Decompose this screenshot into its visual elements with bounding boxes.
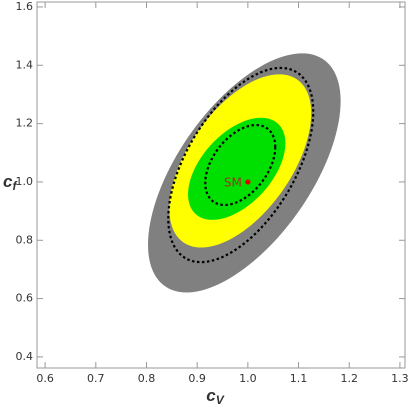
contour-line	[167, 66, 315, 264]
plot-area: SM	[148, 53, 341, 293]
y-tick-label: 1.0	[16, 175, 34, 188]
x-tick-label: 1.3	[391, 372, 409, 385]
x-tick-label: 1.0	[239, 372, 257, 385]
y-label-sub: f	[12, 179, 17, 193]
frame	[36, 1, 406, 369]
x-tick-label: 0.6	[36, 372, 54, 385]
y-axis-label: cf	[3, 172, 17, 193]
y-tick-label: 1.4	[16, 58, 34, 71]
x-tick-label: 0.7	[87, 372, 105, 385]
y-tick-label: 0.4	[16, 350, 34, 363]
contour-line	[204, 123, 277, 207]
y-tick-label: 1.2	[16, 117, 34, 130]
x-tick-label: 0.9	[188, 372, 206, 385]
x-tick-label: 1.2	[340, 372, 358, 385]
x-tick-label: 1.1	[290, 372, 308, 385]
x-label-sub: V	[216, 393, 225, 407]
y-tick-label: 1.6	[16, 0, 34, 13]
y-tick-label: 0.6	[16, 292, 34, 305]
point	[245, 179, 251, 185]
y-label-base: c	[3, 172, 13, 191]
x-label-base: c	[206, 386, 216, 405]
x-axis-label: cV	[206, 386, 224, 407]
confidence-region	[188, 117, 286, 220]
point-label: SM	[224, 175, 242, 189]
y-tick-label: 0.8	[16, 233, 34, 246]
x-tick-label: 0.8	[138, 372, 156, 385]
